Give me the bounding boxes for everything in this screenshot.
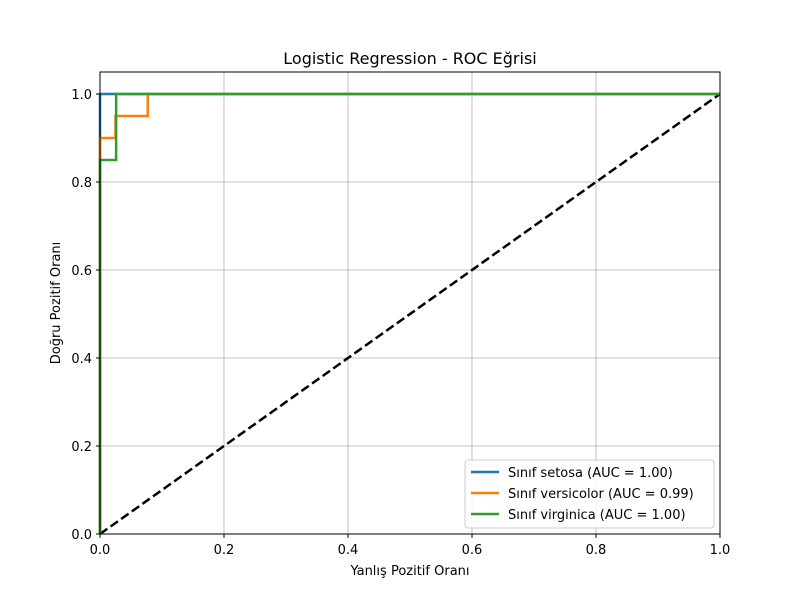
y-tick-label: 1.0 bbox=[71, 88, 92, 103]
x-axis-ticks: 0.0 0.2 0.4 0.6 0.8 1.0 bbox=[90, 534, 731, 558]
x-tick-label: 0.4 bbox=[338, 543, 359, 558]
x-tick-label: 0.2 bbox=[214, 543, 235, 558]
plot-frame bbox=[99, 71, 721, 535]
x-axis-label: Yanlış Pozitif Oranı bbox=[349, 564, 469, 579]
y-axis-ticks: 0.0 0.2 0.4 0.6 0.8 1.0 bbox=[71, 88, 100, 543]
legend-label: Sınıf versicolor (AUC = 0.99) bbox=[508, 487, 694, 502]
legend: Sınıf setosa (AUC = 1.00) Sınıf versicolo… bbox=[464, 459, 715, 529]
y-axis-label: Doğru Pozitif Oranı bbox=[49, 242, 64, 365]
x-tick-label: 0.8 bbox=[586, 543, 607, 558]
legend-label: Sınıf virginica (AUC = 1.00) bbox=[508, 508, 686, 523]
y-tick-label: 0.6 bbox=[71, 264, 92, 279]
y-tick-label: 0.2 bbox=[71, 440, 92, 455]
reference-diagonal-line bbox=[99, 92, 721, 536]
chart-title: Logistic Regression - ROC Eğrisi bbox=[283, 49, 536, 68]
y-tick-label: 0.4 bbox=[71, 352, 92, 367]
legend-box bbox=[464, 459, 715, 529]
y-tick-label: 0.8 bbox=[71, 176, 92, 191]
x-tick-label: 0.0 bbox=[90, 543, 111, 558]
reference-line-group bbox=[99, 92, 721, 536]
y-tick-label: 0.0 bbox=[71, 528, 92, 543]
grid bbox=[99, 72, 721, 535]
legend-label: Sınıf setosa (AUC = 1.00) bbox=[508, 466, 673, 481]
x-tick-label: 0.6 bbox=[462, 543, 483, 558]
x-tick-label: 1.0 bbox=[710, 543, 731, 558]
